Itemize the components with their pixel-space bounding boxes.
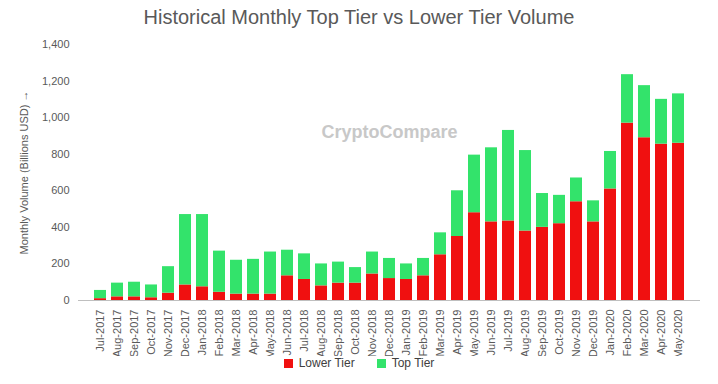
svg-text:Aug-2017: Aug-2017 bbox=[111, 310, 123, 357]
svg-text:Dec-2018: Dec-2018 bbox=[383, 310, 395, 357]
svg-text:Jul-2017: Jul-2017 bbox=[94, 310, 106, 352]
svg-text:Apr-2020: Apr-2020 bbox=[655, 310, 667, 355]
svg-text:200: 200 bbox=[51, 257, 69, 269]
svg-text:Apr-2018: Apr-2018 bbox=[247, 310, 259, 355]
svg-text:Sep-2019: Sep-2019 bbox=[536, 310, 548, 357]
svg-text:Aug-2019: Aug-2019 bbox=[519, 310, 531, 357]
svg-text:May-2018: May-2018 bbox=[264, 310, 276, 357]
svg-text:Nov-2018: Nov-2018 bbox=[366, 310, 378, 357]
svg-text:Mar-2020: Mar-2020 bbox=[638, 310, 650, 357]
svg-text:800: 800 bbox=[51, 148, 69, 160]
svg-text:Mar-2018: Mar-2018 bbox=[230, 310, 242, 357]
svg-text:Feb-2018: Feb-2018 bbox=[213, 310, 225, 357]
svg-text:Aug-2018: Aug-2018 bbox=[315, 310, 327, 357]
svg-text:Dec-2017: Dec-2017 bbox=[179, 310, 191, 357]
svg-text:Oct-2017: Oct-2017 bbox=[145, 310, 157, 355]
svg-text:400: 400 bbox=[51, 221, 69, 233]
svg-text:Nov-2019: Nov-2019 bbox=[570, 310, 582, 357]
svg-text:May-2019: May-2019 bbox=[468, 310, 480, 357]
svg-text:Feb-2019: Feb-2019 bbox=[417, 310, 429, 357]
svg-text:Sep-2018: Sep-2018 bbox=[332, 310, 344, 357]
svg-text:May-2020: May-2020 bbox=[672, 310, 684, 357]
svg-text:Dec-2019: Dec-2019 bbox=[587, 310, 599, 357]
svg-text:Sep-2017: Sep-2017 bbox=[128, 310, 140, 357]
svg-text:Jan-2019: Jan-2019 bbox=[400, 310, 412, 356]
svg-text:600: 600 bbox=[51, 184, 69, 196]
svg-text:Oct-2018: Oct-2018 bbox=[349, 310, 361, 355]
svg-text:1,000: 1,000 bbox=[42, 111, 70, 123]
html-text:Historical Monthly Top Tier vs: Historical Monthly Top Tier vs Lower Tie… bbox=[143, 6, 575, 28]
svg-text:Jul-2018: Jul-2018 bbox=[298, 310, 310, 352]
svg-text:Jun-2019: Jun-2019 bbox=[485, 310, 497, 356]
svg-text:Nov-2017: Nov-2017 bbox=[162, 310, 174, 357]
svg-text:1,200: 1,200 bbox=[42, 75, 70, 87]
svg-text:0: 0 bbox=[63, 294, 69, 306]
svg-text:Apr-2019: Apr-2019 bbox=[451, 310, 463, 355]
svg-text:Mar-2019: Mar-2019 bbox=[434, 310, 446, 357]
svg-text:1,400: 1,400 bbox=[42, 38, 70, 50]
svg-text:Jun-2018: Jun-2018 bbox=[281, 310, 293, 356]
html-text:Lower Tier: Lower Tier bbox=[298, 356, 355, 370]
svg-text:Jan-2018: Jan-2018 bbox=[196, 310, 208, 356]
svg-text:Oct-2019: Oct-2019 bbox=[553, 310, 565, 355]
svg-text:Jul-2019: Jul-2019 bbox=[502, 310, 514, 352]
svg-text:Monthly Volume (Billions USD): Monthly Volume (Billions USD) → bbox=[18, 91, 30, 255]
svg-text:Feb-2020: Feb-2020 bbox=[621, 310, 633, 357]
svg-text:Jan-2020: Jan-2020 bbox=[604, 310, 616, 356]
html-text:Top Tier: Top Tier bbox=[391, 356, 435, 370]
svg-text:CryptoCompare: CryptoCompare bbox=[321, 122, 457, 142]
